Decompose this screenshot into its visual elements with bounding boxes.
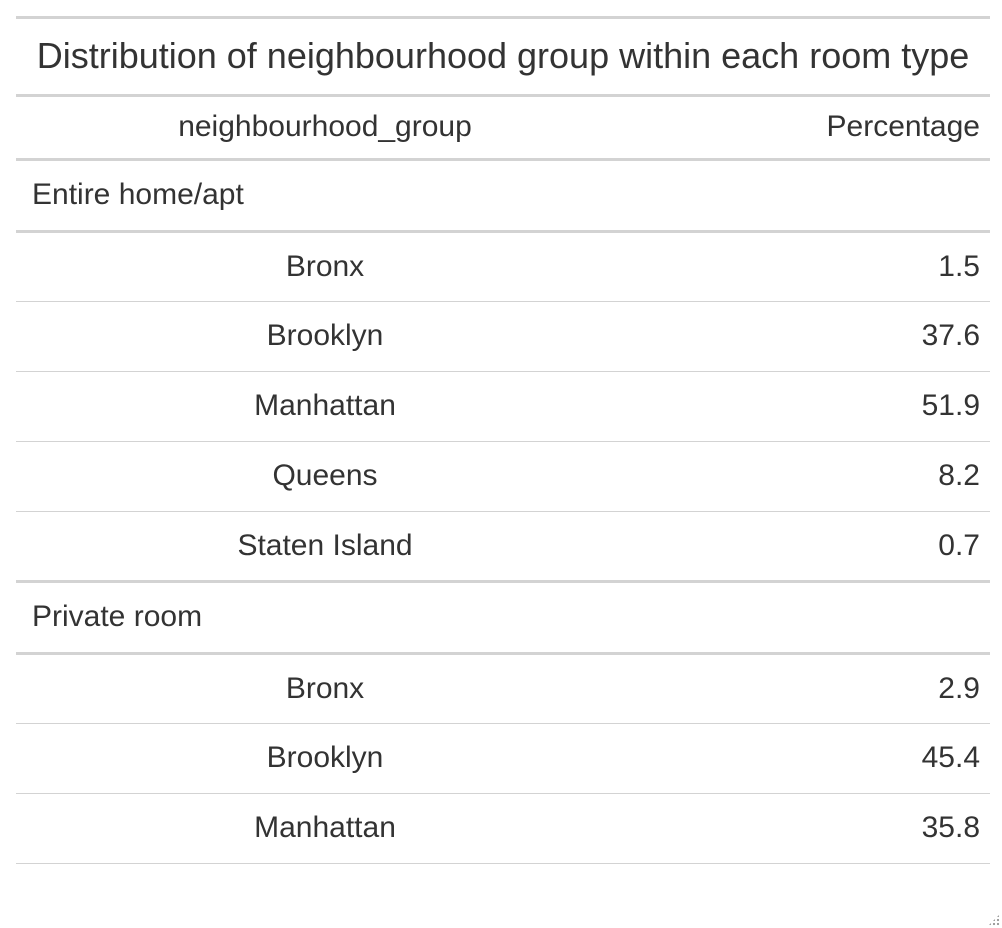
percentage-cell: 2.9	[644, 653, 990, 724]
neighbourhood-cell: Brooklyn	[16, 301, 644, 372]
table-row: Queens 8.2	[16, 441, 990, 512]
column-header-neighbourhood-group: neighbourhood_group	[16, 97, 644, 161]
table-title: Distribution of neighbourhood group with…	[16, 19, 990, 97]
percentage-cell: 45.4	[644, 723, 990, 794]
percentage-cell: 37.6	[644, 301, 990, 372]
neighbourhood-cell: Queens	[16, 441, 644, 512]
neighbourhood-cell: Bronx	[16, 653, 644, 724]
neighbourhood-cell: Manhattan	[16, 793, 644, 864]
table-row: Brooklyn 37.6	[16, 301, 990, 372]
group-label: Entire home/apt	[16, 159, 990, 233]
distribution-table: neighbourhood_group Percentage Entire ho…	[16, 97, 990, 864]
table-row: Manhattan 35.8	[16, 793, 990, 864]
summary-table: Distribution of neighbourhood group with…	[16, 16, 990, 864]
table-row: Manhattan 51.9	[16, 371, 990, 442]
neighbourhood-cell: Bronx	[16, 231, 644, 302]
percentage-cell: 1.5	[644, 231, 990, 302]
neighbourhood-cell: Manhattan	[16, 371, 644, 442]
neighbourhood-cell: Staten Island	[16, 511, 644, 583]
percentage-cell: 35.8	[644, 793, 990, 864]
header-row: neighbourhood_group Percentage	[16, 97, 990, 161]
percentage-cell: 51.9	[644, 371, 990, 442]
column-header-percentage: Percentage	[644, 97, 990, 161]
table-row: Brooklyn 45.4	[16, 723, 990, 794]
percentage-cell: 0.7	[644, 511, 990, 583]
table-row: Bronx 2.9	[16, 653, 990, 724]
group-row-entire-home: Entire home/apt	[16, 159, 990, 233]
neighbourhood-cell: Brooklyn	[16, 723, 644, 794]
group-label: Private room	[16, 581, 990, 655]
group-row-private-room: Private room	[16, 581, 990, 655]
table-row: Bronx 1.5	[16, 231, 990, 302]
table-row: Staten Island 0.7	[16, 511, 990, 583]
percentage-cell: 8.2	[644, 441, 990, 512]
resize-grip-icon[interactable]	[988, 914, 1000, 926]
table-top-border	[16, 16, 990, 19]
